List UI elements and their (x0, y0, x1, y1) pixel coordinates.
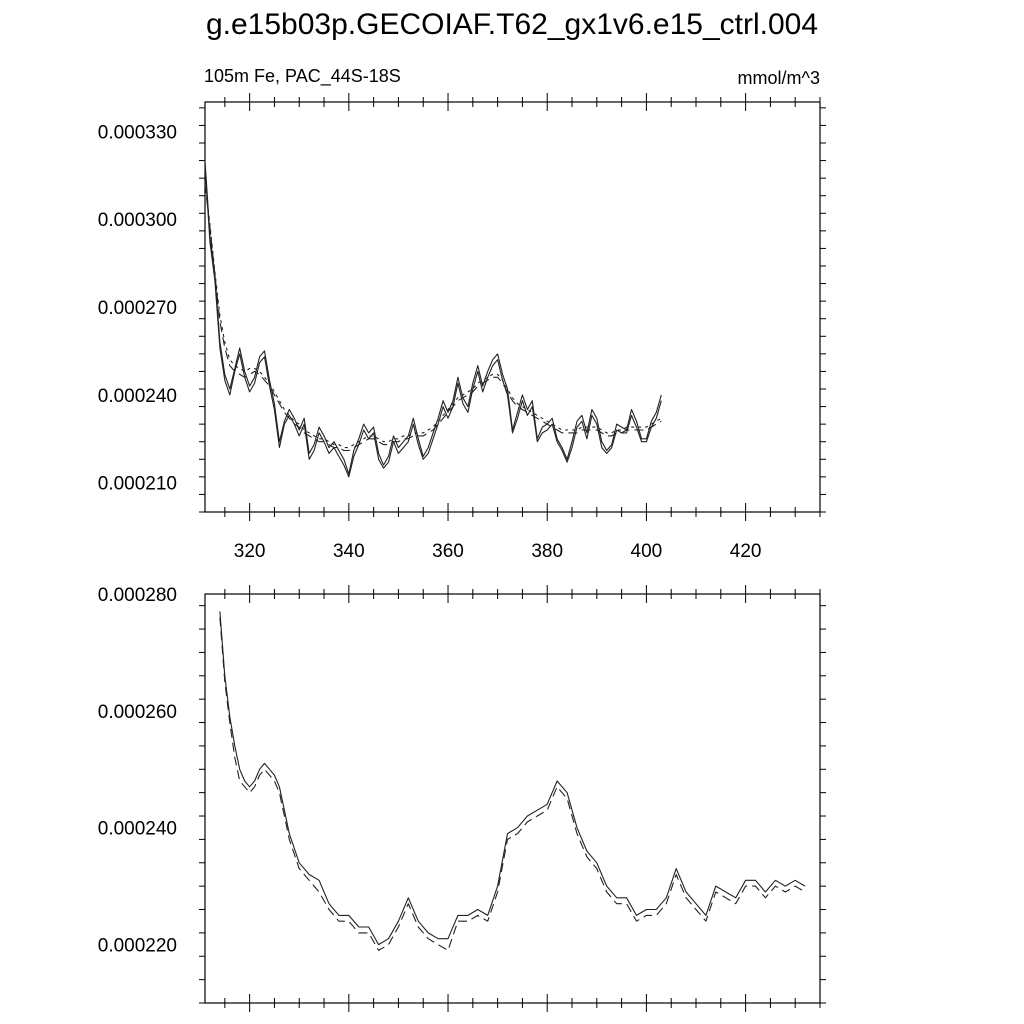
x-tick-label: 380 (531, 541, 563, 562)
plot-frame (204, 593, 821, 1004)
x-tick-label: 340 (333, 541, 365, 562)
series-line-dashed (204, 183, 662, 452)
x-tick-label: 420 (730, 541, 762, 562)
series-line-dotted (204, 181, 662, 449)
panel-left-label: 105m Fe, PAC_44S-18S (204, 66, 401, 86)
top-plot-panel: 0.000210 0.000240 0.000270 0.000300 0.000330… (98, 93, 826, 562)
y-tick-label: 0.000270 (98, 298, 177, 319)
y-tick-label: 0.000260 (98, 702, 177, 723)
y-tick-label: 0.000280 (98, 585, 177, 606)
y-tick-label: 0.000240 (98, 819, 177, 840)
plot-frame (204, 101, 821, 513)
x-tick-label: 360 (432, 541, 464, 562)
series-line-solid (204, 160, 662, 475)
y-tick-label: 0.000330 (98, 122, 177, 143)
y-tick-label: 0.000210 (98, 474, 177, 495)
x-tick-label: 400 (631, 541, 663, 562)
series-line-dashed (219, 617, 806, 951)
y-tick-label: 0.000220 (98, 936, 177, 957)
figure-title: g.e15b03p.GECOIAF.T62_gx1v6.e15_ctrl.004 (205, 8, 819, 41)
series-line-solid (204, 166, 662, 478)
bottom-plot-panel: 0.000220 0.000240 0.000260 0.000280 (98, 585, 826, 1012)
series-line-solid (219, 611, 806, 946)
x-tick-label: 320 (234, 541, 266, 562)
y-tick-label: 0.000240 (98, 386, 177, 407)
y-tick-label: 0.000300 (98, 210, 177, 231)
panel-units-label: mmol/m^3 (737, 68, 820, 88)
